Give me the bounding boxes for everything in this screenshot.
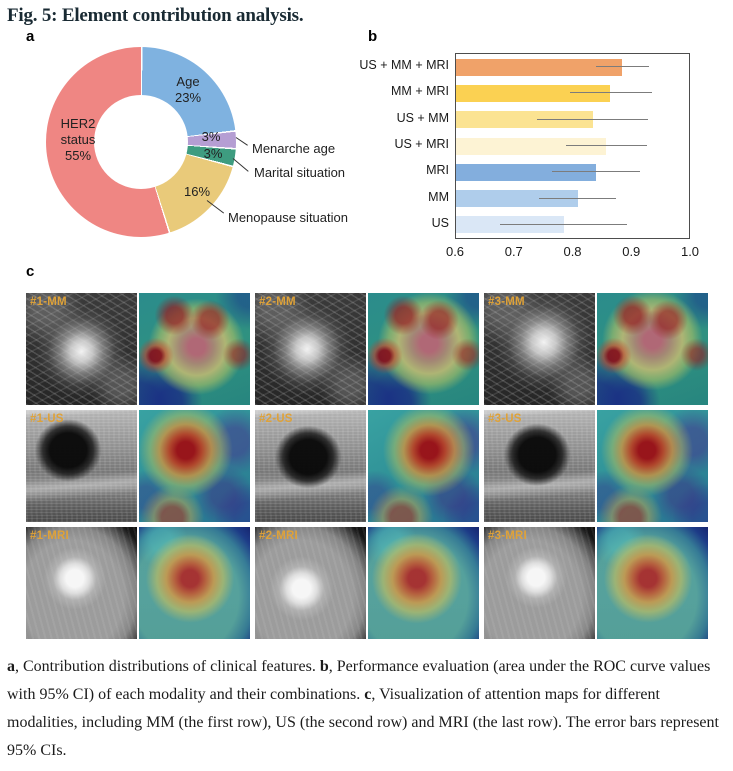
bar-us-mri bbox=[456, 137, 607, 155]
panel-c-label: c bbox=[26, 263, 35, 280]
image-1-mm-gray: #1-MM bbox=[26, 293, 137, 405]
donut-label-marital-pct: 3% bbox=[203, 146, 223, 161]
image-1-mri-heatmap bbox=[139, 527, 250, 639]
bar-category-label: US + MM + MRI bbox=[359, 58, 449, 73]
caption-b-text: , Performance evaluation (area under the… bbox=[7, 658, 711, 703]
image-label: #2-MRI bbox=[259, 530, 298, 542]
x-tick-label: 0.7 bbox=[504, 244, 523, 259]
image-2-us-gray: #2-US bbox=[255, 410, 366, 522]
donut-label-age-name: Age bbox=[176, 74, 200, 89]
bar-category-label: MM + MRI bbox=[391, 84, 449, 99]
image-3-mm-gray: #3-MM bbox=[484, 293, 595, 405]
image-label: #2-US bbox=[259, 413, 293, 425]
image-3-us-heatmap bbox=[597, 410, 708, 522]
donut-label-her2-pct: 55% bbox=[64, 148, 92, 163]
error-bar bbox=[500, 223, 627, 225]
bar-plot-area bbox=[455, 53, 690, 239]
image-label: #2-MM bbox=[259, 296, 296, 308]
image-3-mri-gray: #3-MRI bbox=[484, 527, 595, 639]
donut-label-her2: HER2 status 55% bbox=[50, 116, 106, 164]
bar-chart-y-labels: US + MM + MRI MM + MRI US + MM US + MRI MRI M… bbox=[300, 53, 449, 239]
error-bar bbox=[566, 145, 648, 146]
donut-label-her2-name1: HER2 bbox=[60, 116, 96, 131]
bar-category-label: US bbox=[431, 215, 449, 230]
bar-category-label: US + MM bbox=[396, 110, 449, 125]
image-2-mri-heatmap bbox=[368, 527, 479, 639]
donut-chart bbox=[46, 47, 236, 237]
leader-line-marital bbox=[232, 158, 249, 172]
error-bar bbox=[570, 92, 652, 94]
image-1-us-heatmap bbox=[139, 410, 250, 522]
bar-us-mm bbox=[456, 111, 593, 129]
image-3-us-gray: #3-US bbox=[484, 410, 595, 522]
pair-3-mm: #3-MM bbox=[484, 293, 708, 405]
image-label: #3-MM bbox=[488, 296, 525, 308]
error-bar bbox=[551, 171, 641, 173]
image-2-mm-heatmap bbox=[368, 293, 479, 405]
image-2-us-heatmap bbox=[368, 410, 479, 522]
image-1-us-gray: #1-US bbox=[26, 410, 137, 522]
x-tick-label: 0.6 bbox=[445, 244, 465, 259]
image-label: #3-MRI bbox=[488, 530, 527, 542]
panel-b-label: b bbox=[368, 28, 378, 45]
pair-2-mm: #2-MM bbox=[255, 293, 479, 405]
x-tick-label: 1.0 bbox=[680, 244, 700, 259]
pair-1-mri: #1-MRI bbox=[26, 527, 250, 639]
bar-category-label: MM bbox=[428, 189, 449, 204]
error-bar bbox=[538, 197, 616, 199]
figure-caption: a, Contribution distributions of clinica… bbox=[7, 653, 729, 765]
donut-label-menopause-pct: 16% bbox=[183, 184, 211, 199]
pair-3-us: #3-US bbox=[484, 410, 708, 522]
caption-b-letter: b bbox=[319, 658, 329, 675]
donut-label-her2-name2: status bbox=[60, 132, 96, 147]
pair-2-us: #2-US bbox=[255, 410, 479, 522]
donut-legend-menopause: Menopause situation bbox=[228, 210, 348, 225]
error-bar bbox=[596, 66, 649, 68]
bar-category-label: US + MRI bbox=[394, 137, 449, 151]
bar-us bbox=[456, 216, 564, 234]
donut-legend-marital: Marital situation bbox=[254, 165, 346, 180]
image-label: #1-MM bbox=[30, 296, 67, 308]
bar-mri bbox=[456, 163, 596, 181]
image-1-mri-gray: #1-MRI bbox=[26, 527, 137, 639]
figure-title: Fig. 5: Element contribution analysis. bbox=[7, 5, 304, 26]
image-2-mm-gray: #2-MM bbox=[255, 293, 366, 405]
donut-label-age-pct: 23% bbox=[174, 90, 202, 105]
panel-a-label: a bbox=[26, 28, 35, 45]
image-label: #1-US bbox=[30, 413, 64, 425]
pair-3-mri: #3-MRI bbox=[484, 527, 708, 639]
donut-legend-menarche: Menarche age bbox=[252, 141, 336, 156]
image-2-mri-gray: #2-MRI bbox=[255, 527, 366, 639]
pair-1-mm: #1-MM bbox=[26, 293, 250, 405]
error-bar bbox=[536, 118, 649, 120]
caption-c-text: , Visualization of attention maps for di… bbox=[7, 686, 719, 759]
caption-c-letter: c bbox=[364, 686, 372, 703]
bar-mm-mri bbox=[456, 84, 611, 102]
caption-a-letter: a bbox=[7, 658, 15, 675]
image-label: #1-MRI bbox=[30, 530, 69, 542]
leader-line-menarche bbox=[235, 137, 248, 146]
x-tick-label: 0.8 bbox=[563, 244, 582, 259]
image-label: #3-US bbox=[488, 413, 522, 425]
pair-1-us: #1-US bbox=[26, 410, 250, 522]
donut-label-menarche-pct: 3% bbox=[201, 129, 221, 144]
pair-2-mri: #2-MRI bbox=[255, 527, 479, 639]
bar-chart-x-axis: 0.6 0.7 0.8 0.9 1.0 bbox=[446, 244, 699, 260]
caption-a-text: , Contribution distributions of clinical… bbox=[15, 658, 320, 675]
image-3-mm-heatmap bbox=[597, 293, 708, 405]
attention-map-grid: #1-MM #2-MM #3-MM #1-US #2-US #3-US bbox=[26, 293, 708, 639]
donut-label-age: Age 23% bbox=[162, 74, 214, 106]
image-1-mm-heatmap bbox=[139, 293, 250, 405]
x-tick-label: 0.9 bbox=[622, 244, 641, 259]
bar-category-label: MRI bbox=[426, 163, 449, 178]
image-3-mri-heatmap bbox=[597, 527, 708, 639]
bar-mm bbox=[456, 190, 579, 208]
bar-us-mm-mri bbox=[456, 58, 622, 76]
